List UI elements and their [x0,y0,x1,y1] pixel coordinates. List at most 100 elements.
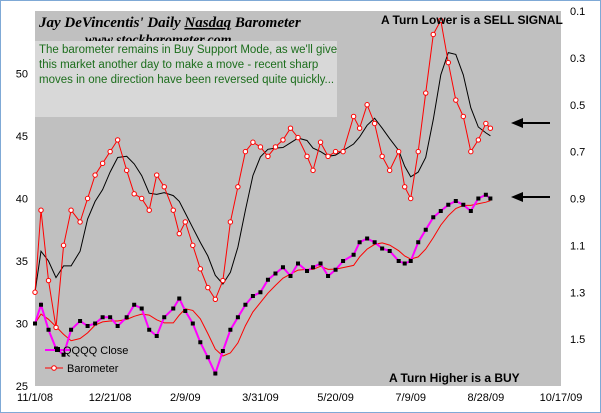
x-tick-label: 2/9/09 [170,392,201,404]
barometer-point [453,97,459,103]
legend-label-barometer: Barometer [67,363,119,375]
y-left-tick-label: 45 [16,131,28,143]
barometer-point [38,207,44,213]
qqqq-point [453,199,458,203]
qqqq-point [296,261,300,266]
x-tick-label: 11/1/08 [17,392,53,404]
buy-signal-label: A Turn Higher is a BUY [389,371,520,385]
barometer-point [154,172,160,178]
barometer-point [379,153,385,160]
barometer-point [139,195,145,202]
qqqq-point [228,327,233,332]
barometer-point [295,134,301,141]
y-right-tick-label: 0.1 [570,6,585,18]
barometer-point [332,148,339,155]
barometer-point [423,90,429,96]
qqqq-point [147,327,152,332]
qqqq-point [488,196,493,201]
y-axis-right-ticks: 0.1 0.3 0.5 0.7 0.9 1.1 1.3 1.5 [570,6,585,346]
qqqq-point [326,274,331,278]
barometer-point [408,195,414,202]
qqqq-point [265,277,270,282]
barometer-point [197,266,204,272]
legend-label-qqqq: QQQQ Close [63,345,128,357]
x-tick-label: 12/21/08 [89,392,132,404]
barometer-point [304,153,310,160]
barometer-point [340,148,346,155]
barometer-point [250,139,256,145]
qqqq-moving-average-line [34,200,491,357]
qqqq-point [198,340,203,345]
qqqq-point [78,319,83,323]
barometer-point [242,148,249,155]
legend-entry-barometer: Barometer [45,363,119,375]
qqqq-point [171,306,176,311]
barometer-point [92,172,98,178]
barometer-point [161,184,167,190]
qqqq-point [333,267,338,272]
qqqq-point [387,249,392,253]
qqqq-point [243,302,248,307]
arrow-icon-lower [511,192,550,202]
qqqq-point [351,252,356,257]
qqqq-point [357,240,362,245]
qqqq-point [416,240,421,245]
qqqq-point [190,321,195,326]
barometer-point [272,144,279,150]
legend-entry-qqqq: QQQQ Close [45,345,128,357]
annotation-text: The barometer remains in Buy Support Mod… [39,44,338,86]
legend: QQQQ Close Barometer [45,345,128,375]
qqqq-point [311,265,316,270]
barometer-point [310,167,316,174]
qqqq-point [305,269,310,273]
title-part-before: Jay DeVincentis' Daily [38,15,184,31]
barometer-point [468,148,474,155]
y-left-tick-label: 35 [16,256,28,268]
qqqq-point [93,321,98,326]
barometer-point [220,277,226,284]
barometer-point [146,207,152,213]
barometer-point [356,125,363,131]
x-tick-label: 5/20/09 [317,392,354,404]
barometer-point [131,191,137,197]
x-tick-label: 7/9/09 [395,392,426,404]
barometer-point [114,137,121,143]
barometer-moving-average-line [34,52,491,293]
y-left-tick-label: 30 [16,319,28,331]
qqqq-point [446,202,451,207]
barometer-point [99,160,106,167]
barometer-point [60,242,67,249]
qqqq-point [220,349,225,353]
qqqq-point [69,327,74,332]
title-underlined-word: Nasdaq [183,15,231,31]
barometer-point [107,148,113,155]
barometer-point [257,144,264,150]
barometer-point [123,167,130,174]
qqqq-point [115,324,120,328]
y-left-tick-label: 25 [16,381,28,393]
qqqq-point [468,209,473,213]
y-right-tick-label: 1.3 [570,287,585,299]
qqqq-point [438,209,443,213]
x-tick-label: 10/17/09 [540,392,583,404]
y-left-tick-label: 40 [16,194,28,206]
barometer-point [68,207,74,213]
qqqq-point [341,259,346,263]
x-axis-ticks: 11/1/08 12/21/08 2/9/09 3/31/09 5/20/09 7/9/0… [17,392,582,404]
barometer-point [205,284,211,291]
y-right-tick-label: 0.5 [570,100,585,112]
qqqq-point [396,259,401,263]
barometer-point [84,195,91,202]
barometer-point [212,296,219,302]
qqqq-point [124,315,129,320]
qqqq-point [476,196,481,201]
qqqq-point [205,355,210,360]
qqqq-point [33,321,37,326]
qqqq-point [288,274,293,278]
barometer-point [176,230,182,237]
qqqq-point [108,315,113,320]
barometer-point [395,148,402,155]
qqqq-point [183,309,188,313]
qqqq-point [258,290,263,295]
